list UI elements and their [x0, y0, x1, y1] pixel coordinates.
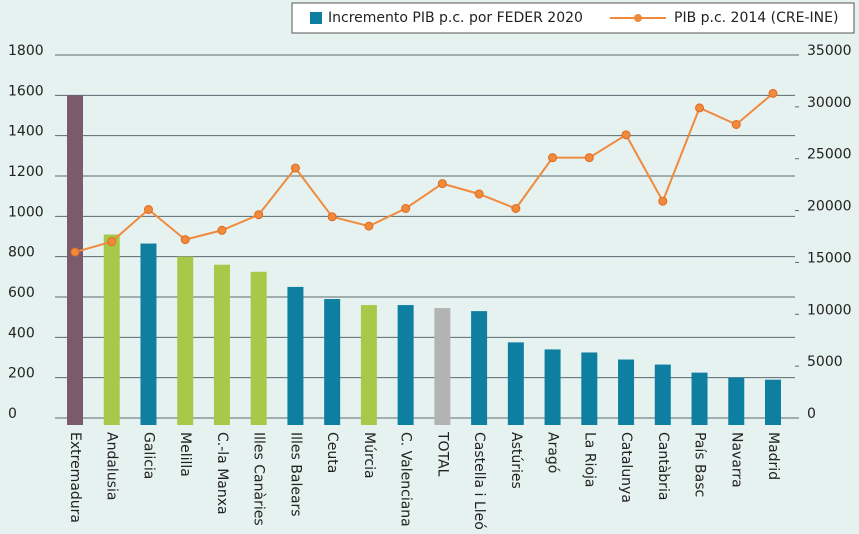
marker [548, 153, 558, 163]
marker [70, 247, 80, 257]
bar [67, 95, 83, 425]
bar [434, 308, 451, 425]
x-tick-label: Astúries [508, 432, 524, 489]
x-tick-label: Illes Canàries [251, 432, 267, 526]
x-tick-label: Múrcia [361, 432, 377, 479]
bar [618, 359, 635, 425]
y-tick-label: 1600 [8, 83, 44, 99]
y2-tick-label: 30000 [807, 95, 852, 111]
marker [695, 103, 705, 113]
y2-tick-label: 10000 [807, 302, 852, 318]
y-tick-label: 400 [8, 325, 35, 341]
x-tick-label: Aragó [545, 432, 561, 473]
legend-box [291, 2, 855, 34]
y-tick-label: 1200 [8, 164, 44, 180]
x-tick-label: Catalunya [618, 432, 634, 503]
legend-swatch [634, 14, 642, 22]
x-tick-label: C.-la Manxa [214, 432, 230, 515]
marker [658, 196, 668, 206]
marker [437, 179, 447, 189]
y-tick-label: 800 [8, 245, 35, 261]
bar [324, 299, 341, 425]
x-tick-label: Andalusia [104, 432, 120, 500]
y2-tick-label: 5000 [807, 354, 843, 370]
bar [581, 352, 598, 425]
x-tick-label: C. Valenciana [398, 432, 414, 527]
bar [397, 305, 414, 425]
y-tick-label: 1400 [8, 124, 44, 140]
x-tick-label: Ceuta [324, 432, 340, 473]
x-tick-label: La Rioja [581, 432, 597, 487]
bar [471, 311, 488, 425]
x-tick-label: Melilla [177, 432, 193, 477]
bar [140, 243, 157, 425]
marker [180, 235, 190, 245]
marker [768, 88, 778, 98]
x-tick-label: Cantàbria [655, 432, 671, 500]
y2-tick-label: 25000 [807, 147, 852, 163]
x-tick-label: Madrid [765, 432, 781, 480]
x-tick-label: Galicia [140, 432, 156, 479]
marker [143, 205, 153, 215]
line [74, 92, 774, 254]
y2-tick-label: 35000 [807, 43, 852, 59]
marker [290, 163, 300, 173]
x-tick-label: Navarra [728, 432, 744, 488]
marker [584, 153, 594, 163]
x-tick-label: País Basc [692, 432, 708, 497]
x-tick-label: Castella i Lleó [471, 432, 487, 530]
bar [765, 379, 781, 425]
y2-tick-label: 15000 [807, 250, 852, 266]
y-tick-label: 600 [8, 285, 35, 301]
marker [327, 212, 337, 222]
bar [213, 264, 230, 425]
x-tick-label: TOTAL [434, 431, 450, 477]
bar [691, 372, 708, 425]
marker [107, 237, 117, 247]
marker [474, 189, 484, 199]
bar [287, 286, 304, 425]
marker [217, 225, 227, 235]
marker [401, 203, 411, 213]
legend-label: Incremento PIB p.c. por FEDER 2020 [328, 10, 583, 26]
y-tick-label: 1800 [8, 43, 44, 59]
y-tick-label: 200 [8, 366, 35, 382]
bar [507, 342, 524, 425]
marker [364, 221, 374, 231]
marker [254, 210, 264, 220]
y2-tick-label: 20000 [807, 199, 852, 215]
bar [728, 377, 745, 425]
marker [731, 119, 741, 129]
marker [621, 130, 631, 140]
legend-swatch [310, 12, 322, 24]
bar [177, 256, 194, 425]
x-tick-label: Illes Balears [287, 432, 303, 517]
bar [103, 234, 120, 425]
bar [544, 349, 561, 425]
bar [654, 364, 671, 425]
x-tick-label: Extremadura [67, 432, 83, 523]
y2-tick-label: 0 [807, 406, 816, 422]
y-tick-label: 1000 [8, 204, 44, 220]
bar [360, 305, 377, 425]
marker [511, 203, 521, 213]
y-tick-label: 0 [8, 406, 17, 422]
legend-label: PIB p.c. 2014 (CRE-INE) [674, 10, 838, 26]
bar [250, 271, 267, 425]
